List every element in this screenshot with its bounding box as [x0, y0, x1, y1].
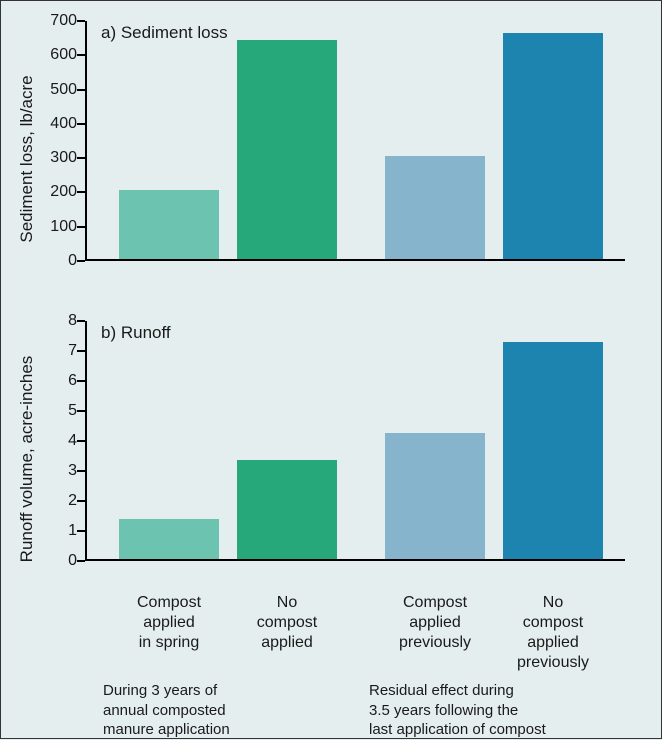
ytick	[77, 226, 85, 228]
ytick-label: 2	[68, 492, 77, 510]
ytick-label: 0	[68, 552, 77, 570]
ytick	[77, 320, 85, 322]
chart-a-xaxis	[85, 259, 625, 261]
ytick	[77, 54, 85, 56]
ytick	[77, 157, 85, 159]
ytick-label: 500	[50, 81, 77, 99]
ytick-label: 3	[68, 462, 77, 480]
bar	[119, 190, 219, 259]
ytick-label: 400	[50, 115, 77, 133]
chart-b-plot: b) Runoff 012345678	[85, 321, 625, 561]
chart-a-yaxis	[85, 21, 87, 261]
ytick-label: 100	[50, 218, 77, 236]
chart-a-ylabel: Sediment loss, lb/acre	[17, 75, 37, 242]
ytick-label: 8	[68, 312, 77, 330]
ytick	[77, 123, 85, 125]
ytick-label: 5	[68, 402, 77, 420]
bar	[385, 433, 485, 559]
chart-a-title: a) Sediment loss	[101, 23, 228, 43]
ytick-label: 200	[50, 183, 77, 201]
group-caption: Residual effect during3.5 years followin…	[369, 681, 649, 740]
ytick	[77, 470, 85, 472]
bar	[119, 519, 219, 560]
ytick-label: 1	[68, 522, 77, 540]
ytick-label: 300	[50, 149, 77, 167]
chart-b-xaxis	[85, 559, 625, 561]
ytick	[77, 260, 85, 262]
bar	[237, 40, 337, 259]
category-label: Nocompostappliedpreviously	[493, 593, 613, 673]
ytick	[77, 350, 85, 352]
ytick	[77, 500, 85, 502]
ytick	[77, 410, 85, 412]
ytick	[77, 380, 85, 382]
group-caption: During 3 years ofannual compostedmanure …	[103, 681, 353, 740]
chart-a-plot: a) Sediment loss 0100200300400500600700	[85, 21, 625, 261]
category-label: Nocompostapplied	[227, 593, 347, 653]
bar	[237, 460, 337, 559]
category-label: Compostappliedpreviously	[375, 593, 495, 653]
ytick	[77, 440, 85, 442]
ytick-label: 4	[68, 432, 77, 450]
chart-b-ylabel: Runoff volume, acre-inches	[17, 356, 37, 563]
bar	[503, 33, 603, 259]
chart-b-title: b) Runoff	[101, 323, 171, 343]
ytick	[77, 89, 85, 91]
ytick-label: 6	[68, 372, 77, 390]
runoff-panel: Runoff volume, acre-inches b) Runoff 012…	[1, 309, 661, 589]
category-label: Compostappliedin spring	[109, 593, 229, 653]
bar	[503, 342, 603, 560]
ytick-label: 600	[50, 46, 77, 64]
ytick-label: 0	[68, 252, 77, 270]
ytick	[77, 20, 85, 22]
bar	[385, 156, 485, 259]
ytick-label: 700	[50, 12, 77, 30]
ytick	[77, 560, 85, 562]
chart-b-yaxis	[85, 321, 87, 561]
ytick-label: 7	[68, 342, 77, 360]
ytick	[77, 530, 85, 532]
sediment-loss-panel: Sediment loss, lb/acre a) Sediment loss …	[1, 9, 661, 289]
ytick	[77, 191, 85, 193]
